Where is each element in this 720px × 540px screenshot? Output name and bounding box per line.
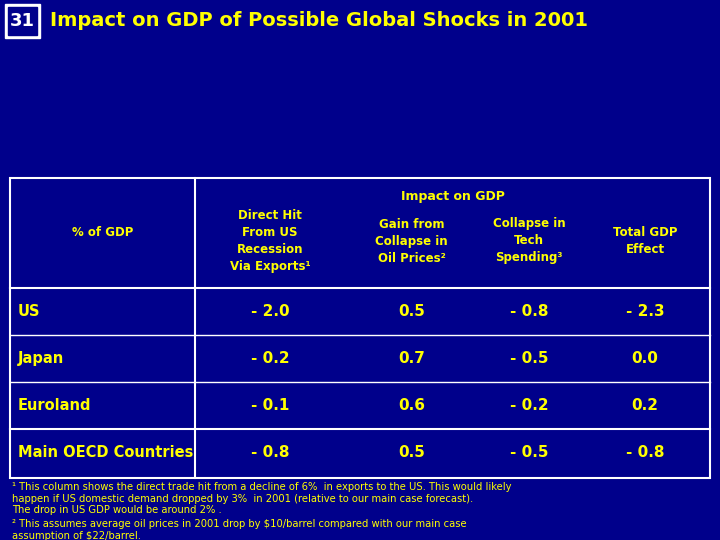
Text: Japan: Japan — [18, 351, 64, 366]
Text: - 0.8: - 0.8 — [510, 304, 548, 319]
Text: ² This assumes average oil prices in 2001 drop by $10/barrel compared with our m: ² This assumes average oil prices in 200… — [12, 519, 467, 540]
Text: - 2.0: - 2.0 — [251, 304, 289, 319]
Text: Total GDP
Effect: Total GDP Effect — [613, 226, 678, 256]
Text: 0.5: 0.5 — [398, 304, 425, 319]
Bar — [8, 7, 37, 35]
Text: Euroland: Euroland — [18, 398, 91, 413]
Text: - 0.8: - 0.8 — [626, 445, 665, 460]
Text: - 0.2: - 0.2 — [251, 351, 289, 366]
Bar — [5, 4, 40, 38]
Text: - 0.2: - 0.2 — [510, 398, 549, 413]
Text: 0.6: 0.6 — [398, 398, 425, 413]
Text: Gain from
Collapse in
Oil Prices²: Gain from Collapse in Oil Prices² — [375, 218, 448, 265]
Text: Main OECD Countries: Main OECD Countries — [18, 445, 194, 460]
Text: Direct Hit
From US
Recession
Via Exports¹: Direct Hit From US Recession Via Exports… — [230, 209, 310, 273]
Text: 0.7: 0.7 — [398, 351, 425, 366]
Text: 0.0: 0.0 — [631, 351, 658, 366]
Text: - 0.5: - 0.5 — [510, 351, 548, 366]
Text: - 0.5: - 0.5 — [510, 445, 548, 460]
Text: - 2.3: - 2.3 — [626, 304, 665, 319]
Bar — [10, 178, 710, 478]
Text: 0.5: 0.5 — [398, 445, 425, 460]
Text: Impact on GDP of Possible Global Shocks in 2001: Impact on GDP of Possible Global Shocks … — [50, 11, 588, 30]
Text: US: US — [18, 304, 40, 319]
Text: 0.2: 0.2 — [631, 398, 659, 413]
Text: - 0.1: - 0.1 — [251, 398, 289, 413]
Text: % of GDP: % of GDP — [72, 226, 133, 240]
Text: 31: 31 — [10, 12, 35, 30]
Text: Impact on GDP: Impact on GDP — [400, 190, 505, 203]
Text: Collapse in
Tech
Spending³: Collapse in Tech Spending³ — [492, 218, 565, 265]
Text: ¹ This column shows the direct trade hit from a decline of 6%  in exports to the: ¹ This column shows the direct trade hit… — [12, 482, 511, 515]
Text: - 0.8: - 0.8 — [251, 445, 289, 460]
